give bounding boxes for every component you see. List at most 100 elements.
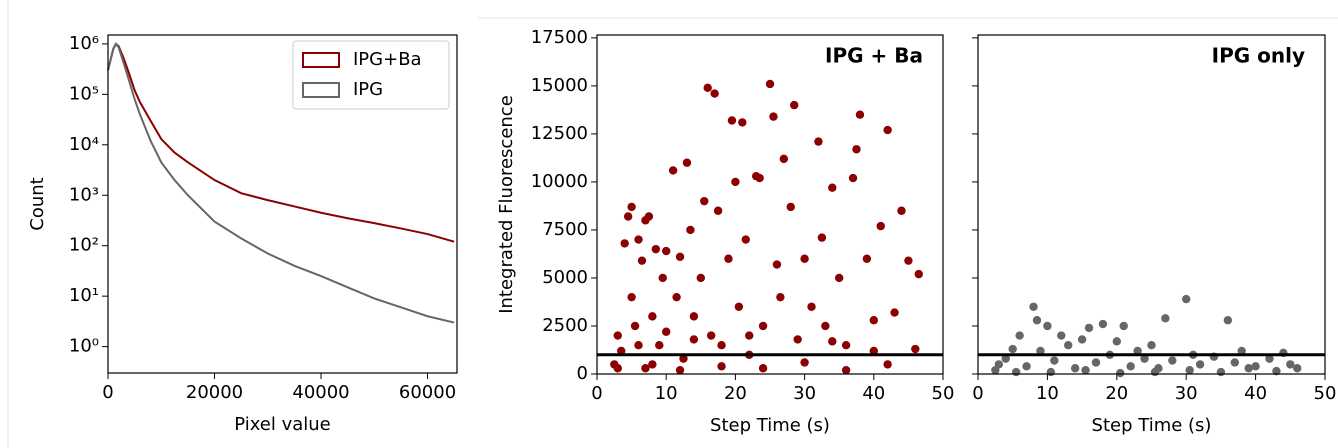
point	[1046, 367, 1056, 377]
y-tick-label: 17500	[531, 27, 588, 48]
point	[852, 145, 861, 154]
point	[689, 312, 699, 321]
point	[1043, 321, 1052, 331]
point	[786, 202, 795, 212]
y-tick-label: 10000	[531, 171, 588, 192]
point	[758, 321, 768, 331]
x-axis-label: Step Time (s)	[710, 415, 830, 436]
annotation: IPG + Ba	[825, 44, 923, 68]
y-tick-label: 2500	[542, 315, 588, 336]
point	[876, 221, 885, 231]
annotation: IPG only	[1212, 44, 1305, 68]
point	[689, 335, 699, 344]
point	[1244, 364, 1253, 373]
histogram-line	[107, 42, 455, 324]
y-tick-label: 0	[577, 363, 588, 384]
point	[1223, 316, 1233, 325]
legend-swatch	[302, 52, 340, 68]
point	[648, 360, 657, 369]
point	[817, 233, 827, 242]
point	[745, 331, 754, 340]
x-tick-label: 10	[655, 383, 678, 404]
point	[790, 100, 799, 110]
x-axis-label: Pixel value	[234, 414, 331, 435]
plot-frame	[977, 34, 1326, 375]
legend-label: IPG+Ba	[353, 49, 422, 70]
point	[675, 252, 685, 262]
point	[1116, 368, 1125, 378]
point	[1265, 354, 1274, 363]
point	[914, 269, 923, 279]
point	[911, 344, 920, 354]
plot-frame	[596, 34, 944, 375]
x-tick-label: 10	[1036, 383, 1059, 404]
point	[1077, 335, 1087, 344]
point	[627, 202, 636, 212]
point	[772, 260, 782, 269]
point	[765, 79, 775, 89]
x-tick-label: 40000	[292, 382, 349, 403]
y-tick-label: 5000	[542, 267, 588, 288]
x-tick-label: 30	[793, 383, 816, 404]
x-tick-label: 50	[932, 383, 955, 404]
point	[1150, 367, 1160, 377]
point	[648, 312, 657, 321]
y-tick-label: 15000	[531, 75, 588, 96]
point	[679, 354, 688, 363]
x-axis-label: Step Time (s)	[1092, 415, 1212, 436]
point	[1286, 360, 1295, 369]
point	[1029, 302, 1038, 311]
point	[883, 125, 892, 135]
x-tick-label: 40	[862, 383, 885, 404]
x-tick-label: 60000	[399, 382, 456, 403]
point	[734, 302, 744, 311]
point	[800, 358, 809, 367]
y-tick-label: 7500	[542, 219, 588, 240]
point	[897, 206, 906, 215]
point	[623, 212, 633, 221]
point	[1070, 364, 1080, 373]
point	[814, 137, 823, 146]
point	[841, 365, 851, 375]
point	[1064, 340, 1073, 350]
point	[627, 292, 636, 302]
point	[724, 254, 733, 263]
point	[617, 346, 626, 356]
y-tick-label: 10⁶	[69, 33, 99, 54]
point	[841, 340, 851, 350]
point	[741, 235, 750, 244]
point	[1008, 344, 1017, 354]
point	[706, 331, 716, 340]
point	[1011, 367, 1021, 377]
y-tick-label: 10²	[69, 235, 99, 256]
point	[717, 340, 726, 350]
point	[1272, 366, 1281, 376]
x-tick-label: 0	[591, 383, 602, 404]
legend-label: IPG	[353, 79, 383, 100]
point	[1036, 346, 1045, 356]
point	[862, 254, 872, 263]
point	[1133, 346, 1142, 356]
point	[991, 365, 1000, 375]
point	[613, 364, 622, 373]
point	[1293, 364, 1302, 373]
point	[1126, 362, 1135, 371]
point	[662, 327, 671, 336]
point	[1081, 365, 1090, 375]
point	[821, 321, 830, 331]
point	[807, 302, 816, 311]
x-tick-label: 30	[1175, 383, 1198, 404]
point	[682, 158, 692, 167]
point	[1168, 356, 1177, 365]
point	[1057, 331, 1066, 340]
point	[696, 273, 705, 283]
point	[828, 183, 837, 192]
point	[835, 273, 844, 283]
point	[620, 239, 629, 248]
point	[634, 340, 643, 350]
point	[758, 364, 768, 373]
x-tick-label: 0	[972, 383, 983, 404]
x-tick-label: 20	[1105, 383, 1128, 404]
x-tick-label: 20000	[186, 382, 243, 403]
